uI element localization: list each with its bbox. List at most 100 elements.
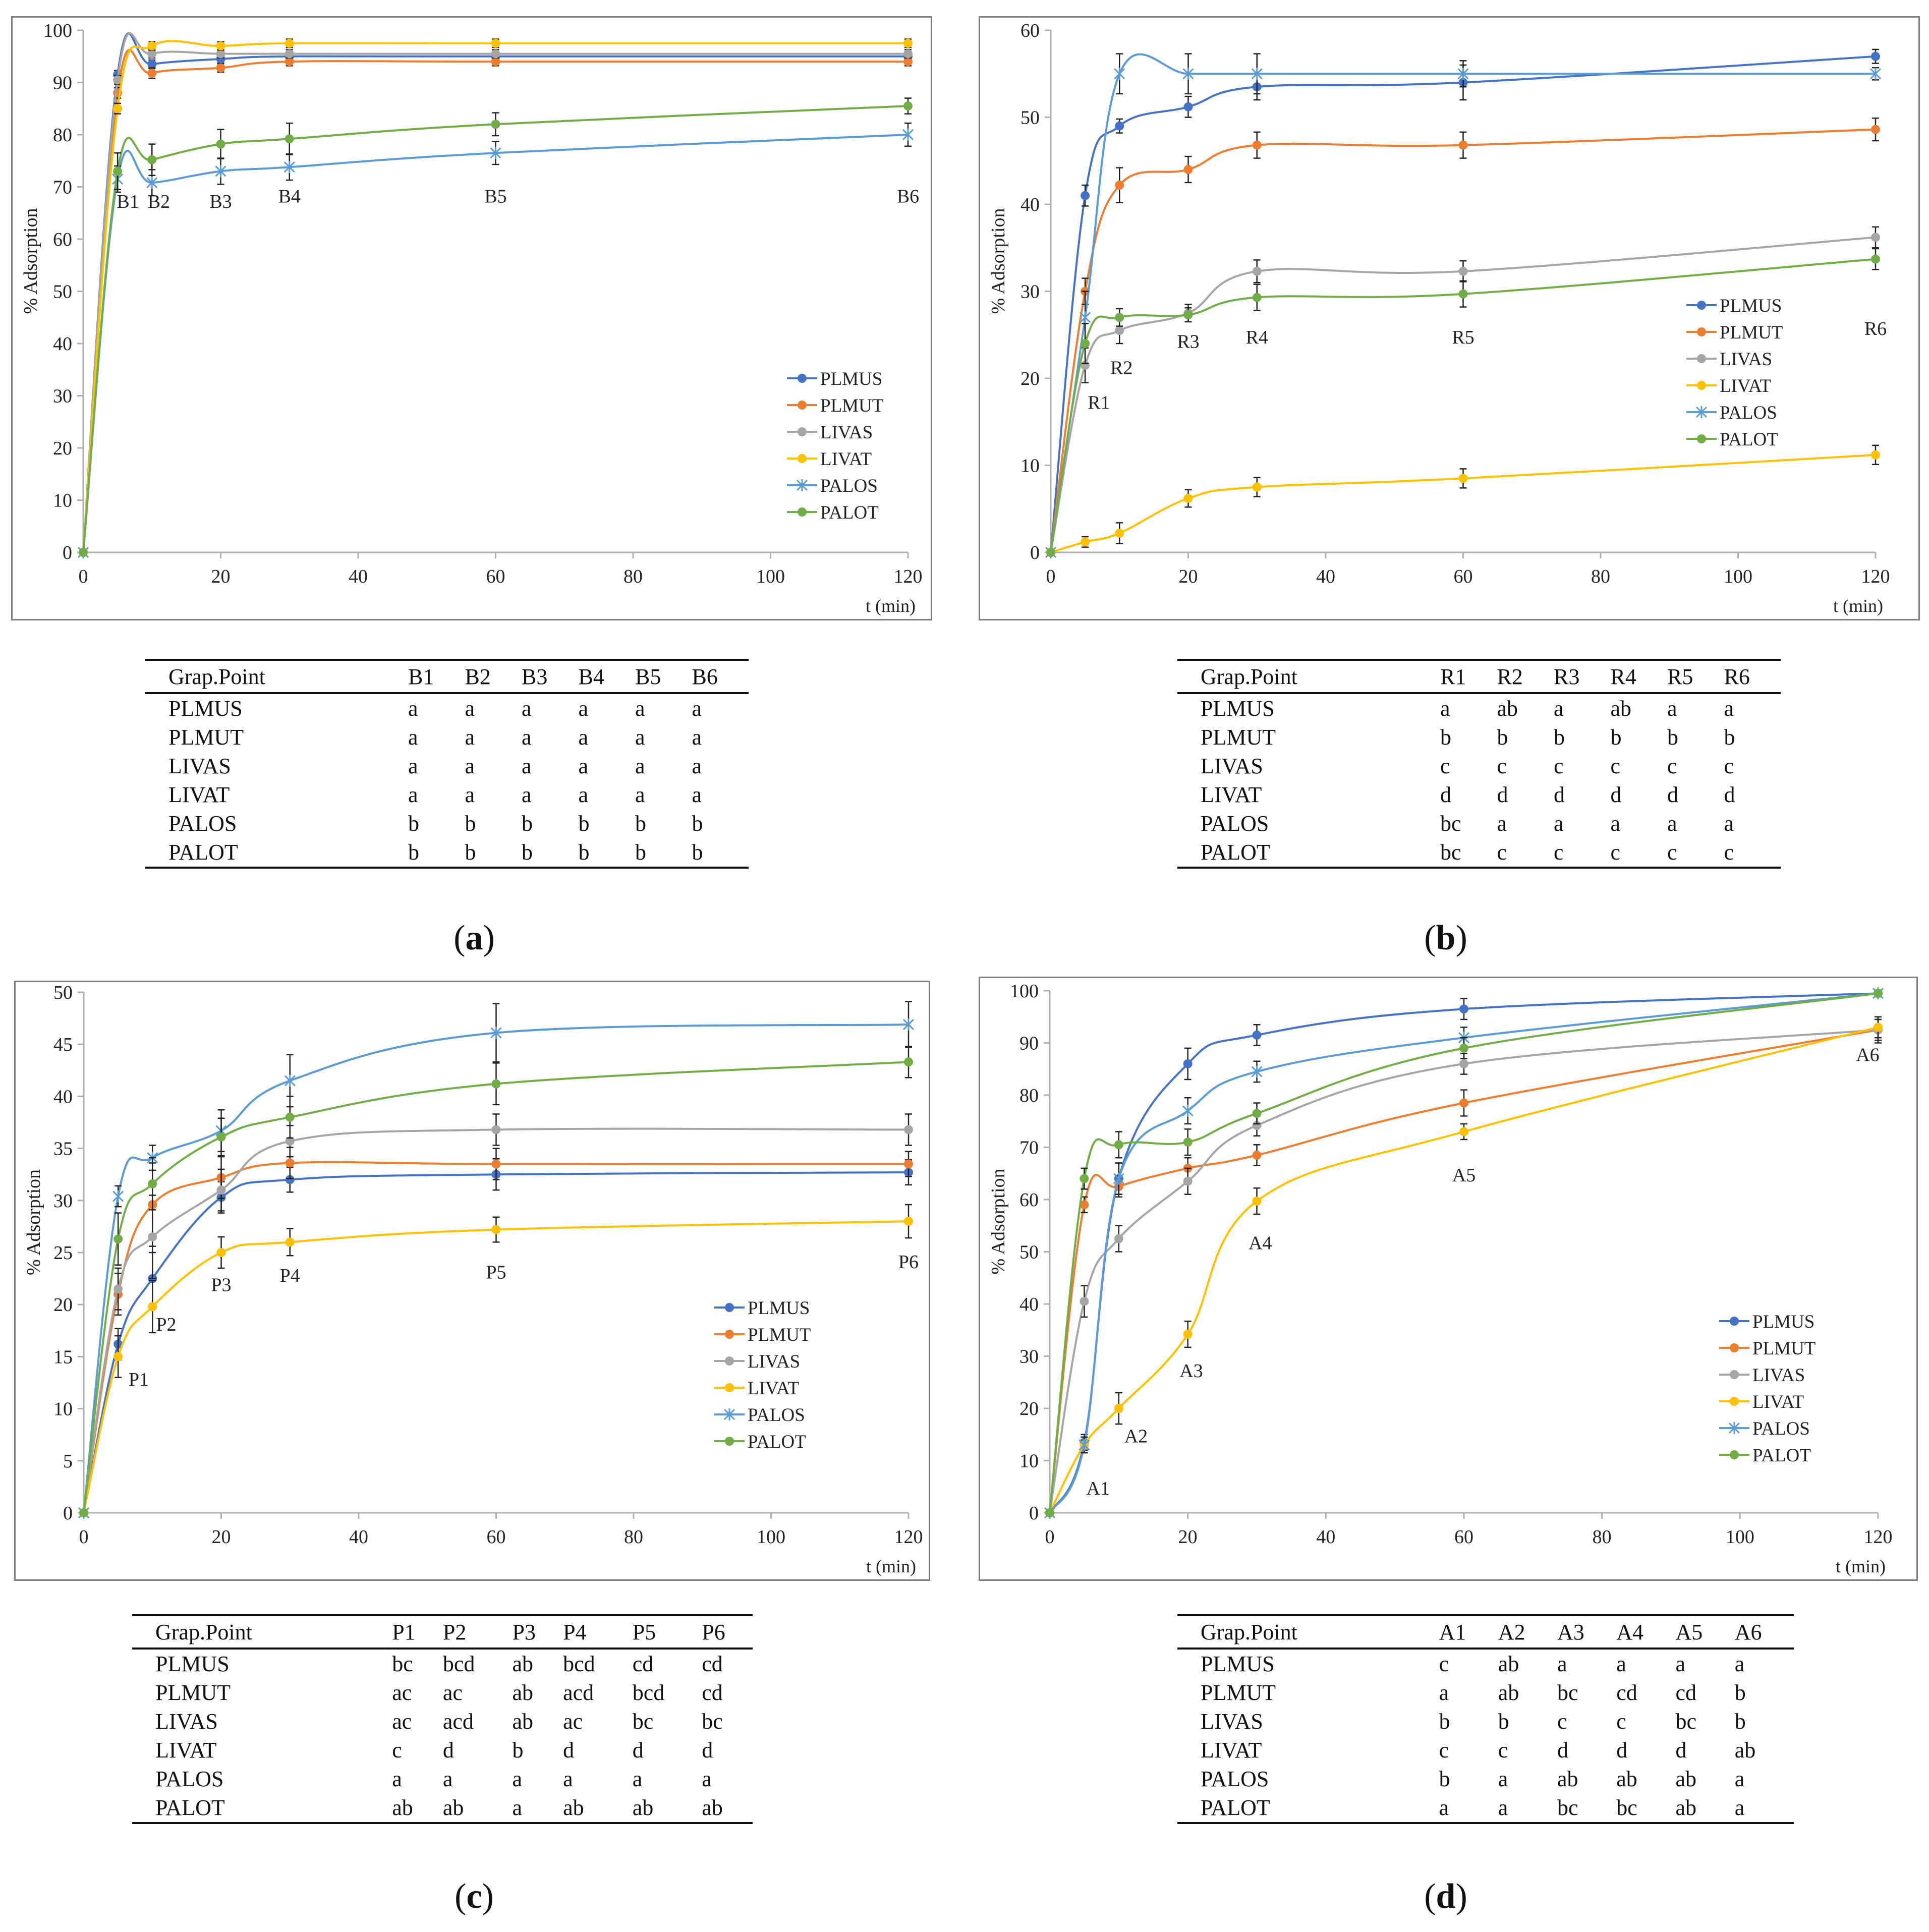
chart-b-plot: 0 10 20 30 40 50 60 0 20 40 60 80 100 120 % Adsorption… bbox=[988, 20, 1890, 616]
table-cell: a bbox=[635, 782, 645, 807]
table-row-label: PLMUS bbox=[1201, 1652, 1275, 1676]
chart-a: 0 10 20 30 40 50 60 70 80 90 100 0 20 40 60 80 100 120 % A… bbox=[11, 16, 932, 620]
data-point bbox=[491, 1159, 501, 1169]
legend-item-plmus: PLMUS bbox=[787, 369, 882, 389]
data-point bbox=[1874, 1022, 1883, 1032]
table-row-label: LIVAS bbox=[1201, 1709, 1263, 1734]
axes: 0 10 20 30 40 50 60 0 20 40 60 80 100 120 bbox=[1020, 20, 1890, 587]
data-point bbox=[114, 1234, 123, 1244]
table-cell: a bbox=[1498, 1795, 1508, 1820]
table-cell: a bbox=[578, 696, 589, 721]
data-point bbox=[1871, 125, 1880, 134]
data-point bbox=[1252, 266, 1262, 276]
data-point bbox=[1183, 1176, 1193, 1186]
data-point bbox=[1252, 1197, 1262, 1206]
point-label: P2 bbox=[156, 1314, 176, 1335]
table-cell: c bbox=[1554, 754, 1564, 778]
table-cell: cd bbox=[702, 1652, 723, 1676]
legend-label: PLMUS bbox=[820, 369, 882, 389]
legend-label: PLMUS bbox=[748, 1298, 810, 1319]
table-cell: a bbox=[563, 1767, 573, 1791]
data-point bbox=[215, 165, 226, 178]
legend-marker bbox=[1697, 381, 1706, 390]
table-cell: c bbox=[1724, 840, 1734, 865]
data-point bbox=[285, 1137, 295, 1146]
legend-label: PLMUT bbox=[1720, 322, 1783, 343]
table-row-label: PLMUT bbox=[1201, 725, 1276, 750]
data-point bbox=[1046, 548, 1055, 557]
data-point bbox=[902, 1018, 915, 1031]
legend-label: PALOS bbox=[820, 476, 878, 496]
y-tick-label: 40 bbox=[1019, 1294, 1039, 1315]
caption-b: (b) bbox=[1424, 919, 1467, 957]
legend-label: PLMUT bbox=[748, 1325, 811, 1345]
table-cell: c bbox=[1439, 1738, 1449, 1763]
data-point bbox=[216, 139, 225, 149]
x-tick-label: 100 bbox=[756, 566, 785, 587]
point-label: A5 bbox=[1452, 1165, 1476, 1186]
series-line bbox=[83, 1161, 909, 1513]
table-cell: d bbox=[1557, 1738, 1569, 1763]
table-cell: b bbox=[1734, 1680, 1746, 1705]
data-point bbox=[1871, 233, 1880, 242]
legend-item-livat: LIVAT bbox=[1719, 1392, 1804, 1412]
y-tick-label: 60 bbox=[1019, 1189, 1039, 1211]
y-tick-label: 25 bbox=[53, 1242, 73, 1264]
legend: PLMUS PLMUT LIVAS LIVAT PALOS PALOT bbox=[787, 369, 883, 523]
y-tick-label: 100 bbox=[43, 20, 72, 41]
data-point bbox=[1252, 1151, 1262, 1160]
point-label: A4 bbox=[1249, 1232, 1272, 1254]
y-tick-label: 50 bbox=[1020, 107, 1040, 129]
table-cell: b bbox=[1554, 725, 1565, 750]
data-point bbox=[1251, 68, 1263, 80]
data-point bbox=[1458, 266, 1468, 276]
x-tick-label: 20 bbox=[212, 1526, 231, 1548]
table-cell: a bbox=[465, 782, 475, 807]
table-row-label: LIVAT bbox=[1201, 782, 1262, 807]
table-cell: c bbox=[1497, 840, 1507, 865]
table-cell: ab bbox=[1616, 1767, 1637, 1791]
x-tick-label: 120 bbox=[894, 1526, 923, 1548]
table-cell: a bbox=[635, 725, 645, 750]
table-row: PALOS bc a a a a a bbox=[1177, 809, 1781, 838]
data-point bbox=[1871, 254, 1880, 264]
data-point bbox=[1080, 1174, 1089, 1183]
table-cell: a bbox=[1439, 1795, 1449, 1820]
data-point bbox=[1252, 1121, 1262, 1130]
data-point bbox=[113, 75, 123, 85]
table-header-row: Grap.Point P1 P2 P3 P4 P5 P6 bbox=[132, 1615, 753, 1649]
table-row-label: PALOS bbox=[168, 811, 237, 836]
legend-item-palos: PALOS bbox=[1686, 403, 1777, 423]
table-cell: d bbox=[1497, 782, 1508, 807]
caption-d: (d) bbox=[1424, 1877, 1467, 1916]
legend-item-palot: PALOT bbox=[787, 502, 879, 523]
table-cell: a bbox=[1734, 1652, 1745, 1676]
table-cell: b bbox=[578, 811, 590, 836]
table-cell: b bbox=[1440, 725, 1452, 750]
data-point bbox=[904, 1057, 913, 1067]
table-header-cell: P5 bbox=[632, 1619, 656, 1644]
table-cell: a bbox=[512, 1767, 522, 1791]
x-tick-label: 80 bbox=[623, 566, 643, 587]
table-cell: c bbox=[1554, 840, 1564, 865]
series-line bbox=[82, 105, 909, 553]
legend-item-plmut: PLMUT bbox=[787, 395, 883, 416]
series-livat bbox=[79, 38, 913, 557]
table-cell: a bbox=[512, 1795, 522, 1820]
table-cell: a bbox=[1554, 696, 1564, 721]
table-row-label: PLMUS bbox=[1201, 696, 1275, 721]
y-tick-label: 5 bbox=[63, 1451, 73, 1472]
legend-label: PALOS bbox=[748, 1405, 805, 1426]
table-cell: a bbox=[465, 725, 475, 750]
table-cell: ab bbox=[512, 1709, 533, 1734]
y-tick-label: 30 bbox=[1019, 1346, 1039, 1368]
data-point bbox=[1251, 1065, 1263, 1078]
table-cell: d bbox=[702, 1738, 713, 1763]
data-point bbox=[283, 161, 295, 174]
data-point bbox=[1080, 1200, 1089, 1210]
data-point bbox=[147, 155, 157, 164]
legend-item-livat: LIVAT bbox=[787, 449, 872, 470]
data-point bbox=[1183, 165, 1193, 174]
data-point bbox=[79, 548, 88, 557]
table-header-label: Grap.Point bbox=[155, 1619, 252, 1644]
